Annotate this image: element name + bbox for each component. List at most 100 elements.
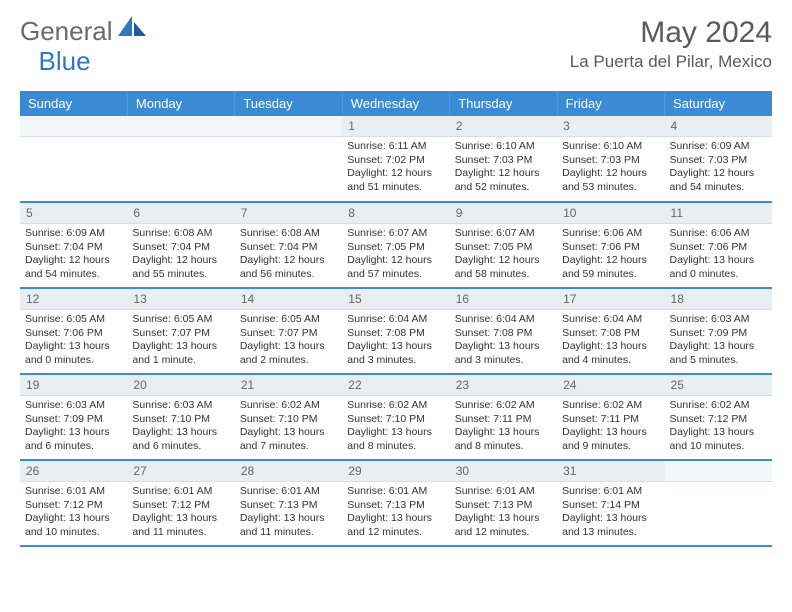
day-number: 21	[235, 375, 342, 396]
sunset-text: Sunset: 7:12 PM	[132, 499, 229, 513]
calendar-row: 26Sunrise: 6:01 AMSunset: 7:12 PMDayligh…	[20, 460, 772, 546]
calendar-cell: 17Sunrise: 6:04 AMSunset: 7:08 PMDayligh…	[557, 288, 664, 374]
sunrise-text: Sunrise: 6:01 AM	[132, 485, 229, 499]
day-number: 16	[450, 289, 557, 310]
weekday-header: Friday	[557, 91, 664, 116]
sunset-text: Sunset: 7:13 PM	[240, 499, 337, 513]
day-details: Sunrise: 6:01 AMSunset: 7:13 PMDaylight:…	[342, 482, 449, 543]
daylight-text: Daylight: 12 hours and 57 minutes.	[347, 254, 444, 281]
sunset-text: Sunset: 7:09 PM	[670, 327, 767, 341]
day-number: 22	[342, 375, 449, 396]
day-number: 29	[342, 461, 449, 482]
sunrise-text: Sunrise: 6:07 AM	[455, 227, 552, 241]
day-number: 2	[450, 116, 557, 137]
sunrise-text: Sunrise: 6:10 AM	[562, 140, 659, 154]
sunset-text: Sunset: 7:13 PM	[347, 499, 444, 513]
daylight-text: Daylight: 12 hours and 55 minutes.	[132, 254, 229, 281]
day-number: 10	[557, 203, 664, 224]
calendar-cell: 6Sunrise: 6:08 AMSunset: 7:04 PMDaylight…	[127, 202, 234, 288]
day-details: Sunrise: 6:04 AMSunset: 7:08 PMDaylight:…	[342, 310, 449, 371]
month-title: May 2024	[570, 16, 772, 50]
daylight-text: Daylight: 13 hours and 3 minutes.	[455, 340, 552, 367]
day-details: Sunrise: 6:09 AMSunset: 7:04 PMDaylight:…	[20, 224, 127, 285]
sunset-text: Sunset: 7:08 PM	[562, 327, 659, 341]
calendar-cell: 12Sunrise: 6:05 AMSunset: 7:06 PMDayligh…	[20, 288, 127, 374]
calendar-row: 19Sunrise: 6:03 AMSunset: 7:09 PMDayligh…	[20, 374, 772, 460]
daylight-text: Daylight: 13 hours and 12 minutes.	[455, 512, 552, 539]
day-details: Sunrise: 6:04 AMSunset: 7:08 PMDaylight:…	[557, 310, 664, 371]
sunrise-text: Sunrise: 6:01 AM	[455, 485, 552, 499]
daylight-text: Daylight: 12 hours and 58 minutes.	[455, 254, 552, 281]
weekday-header: Saturday	[665, 91, 772, 116]
daylight-text: Daylight: 13 hours and 9 minutes.	[562, 426, 659, 453]
day-details: Sunrise: 6:02 AMSunset: 7:10 PMDaylight:…	[235, 396, 342, 457]
sunrise-text: Sunrise: 6:06 AM	[562, 227, 659, 241]
day-number: 27	[127, 461, 234, 482]
title-block: May 2024 La Puerta del Pilar, Mexico	[570, 16, 772, 72]
day-number: 20	[127, 375, 234, 396]
sunrise-text: Sunrise: 6:04 AM	[347, 313, 444, 327]
day-number: 31	[557, 461, 664, 482]
day-number: 1	[342, 116, 449, 137]
sunset-text: Sunset: 7:11 PM	[562, 413, 659, 427]
day-number: 17	[557, 289, 664, 310]
daylight-text: Daylight: 12 hours and 52 minutes.	[455, 167, 552, 194]
sunrise-text: Sunrise: 6:03 AM	[132, 399, 229, 413]
calendar-cell	[235, 116, 342, 202]
day-details: Sunrise: 6:05 AMSunset: 7:06 PMDaylight:…	[20, 310, 127, 371]
daylight-text: Daylight: 12 hours and 51 minutes.	[347, 167, 444, 194]
sunset-text: Sunset: 7:05 PM	[455, 241, 552, 255]
sunrise-text: Sunrise: 6:02 AM	[562, 399, 659, 413]
sunrise-text: Sunrise: 6:08 AM	[132, 227, 229, 241]
sunset-text: Sunset: 7:10 PM	[132, 413, 229, 427]
daylight-text: Daylight: 13 hours and 6 minutes.	[25, 426, 122, 453]
day-number: 13	[127, 289, 234, 310]
calendar-cell: 5Sunrise: 6:09 AMSunset: 7:04 PMDaylight…	[20, 202, 127, 288]
calendar-cell	[127, 116, 234, 202]
calendar-cell: 31Sunrise: 6:01 AMSunset: 7:14 PMDayligh…	[557, 460, 664, 546]
day-details: Sunrise: 6:04 AMSunset: 7:08 PMDaylight:…	[450, 310, 557, 371]
calendar-row: 5Sunrise: 6:09 AMSunset: 7:04 PMDaylight…	[20, 202, 772, 288]
daylight-text: Daylight: 12 hours and 56 minutes.	[240, 254, 337, 281]
daylight-text: Daylight: 13 hours and 0 minutes.	[25, 340, 122, 367]
calendar-cell: 2Sunrise: 6:10 AMSunset: 7:03 PMDaylight…	[450, 116, 557, 202]
logo-text-blue: Blue	[39, 46, 91, 77]
daylight-text: Daylight: 13 hours and 3 minutes.	[347, 340, 444, 367]
calendar-table: SundayMondayTuesdayWednesdayThursdayFrid…	[20, 91, 772, 547]
calendar-row: 12Sunrise: 6:05 AMSunset: 7:06 PMDayligh…	[20, 288, 772, 374]
sunrise-text: Sunrise: 6:04 AM	[562, 313, 659, 327]
day-number: 18	[665, 289, 772, 310]
logo-sail-icon	[118, 16, 146, 41]
calendar-cell	[665, 460, 772, 546]
day-number: 23	[450, 375, 557, 396]
calendar-cell: 14Sunrise: 6:05 AMSunset: 7:07 PMDayligh…	[235, 288, 342, 374]
day-details: Sunrise: 6:03 AMSunset: 7:09 PMDaylight:…	[20, 396, 127, 457]
logo-text-general: General	[20, 16, 113, 47]
daylight-text: Daylight: 13 hours and 8 minutes.	[347, 426, 444, 453]
day-number: 28	[235, 461, 342, 482]
day-details: Sunrise: 6:08 AMSunset: 7:04 PMDaylight:…	[127, 224, 234, 285]
day-number: 14	[235, 289, 342, 310]
sunset-text: Sunset: 7:07 PM	[132, 327, 229, 341]
calendar-cell: 4Sunrise: 6:09 AMSunset: 7:03 PMDaylight…	[665, 116, 772, 202]
daylight-text: Daylight: 12 hours and 54 minutes.	[670, 167, 767, 194]
day-number: 7	[235, 203, 342, 224]
sunrise-text: Sunrise: 6:05 AM	[132, 313, 229, 327]
day-details: Sunrise: 6:05 AMSunset: 7:07 PMDaylight:…	[235, 310, 342, 371]
sunset-text: Sunset: 7:12 PM	[25, 499, 122, 513]
sunrise-text: Sunrise: 6:03 AM	[670, 313, 767, 327]
location-label: La Puerta del Pilar, Mexico	[570, 52, 772, 72]
calendar-cell	[20, 116, 127, 202]
daylight-text: Daylight: 13 hours and 11 minutes.	[240, 512, 337, 539]
calendar-cell: 16Sunrise: 6:04 AMSunset: 7:08 PMDayligh…	[450, 288, 557, 374]
weekday-header: Monday	[127, 91, 234, 116]
sunrise-text: Sunrise: 6:02 AM	[670, 399, 767, 413]
sunset-text: Sunset: 7:11 PM	[455, 413, 552, 427]
sunrise-text: Sunrise: 6:01 AM	[347, 485, 444, 499]
calendar-cell: 13Sunrise: 6:05 AMSunset: 7:07 PMDayligh…	[127, 288, 234, 374]
day-details: Sunrise: 6:05 AMSunset: 7:07 PMDaylight:…	[127, 310, 234, 371]
day-details: Sunrise: 6:02 AMSunset: 7:10 PMDaylight:…	[342, 396, 449, 457]
calendar-body: 1Sunrise: 6:11 AMSunset: 7:02 PMDaylight…	[20, 116, 772, 546]
day-number: 30	[450, 461, 557, 482]
day-number: 6	[127, 203, 234, 224]
